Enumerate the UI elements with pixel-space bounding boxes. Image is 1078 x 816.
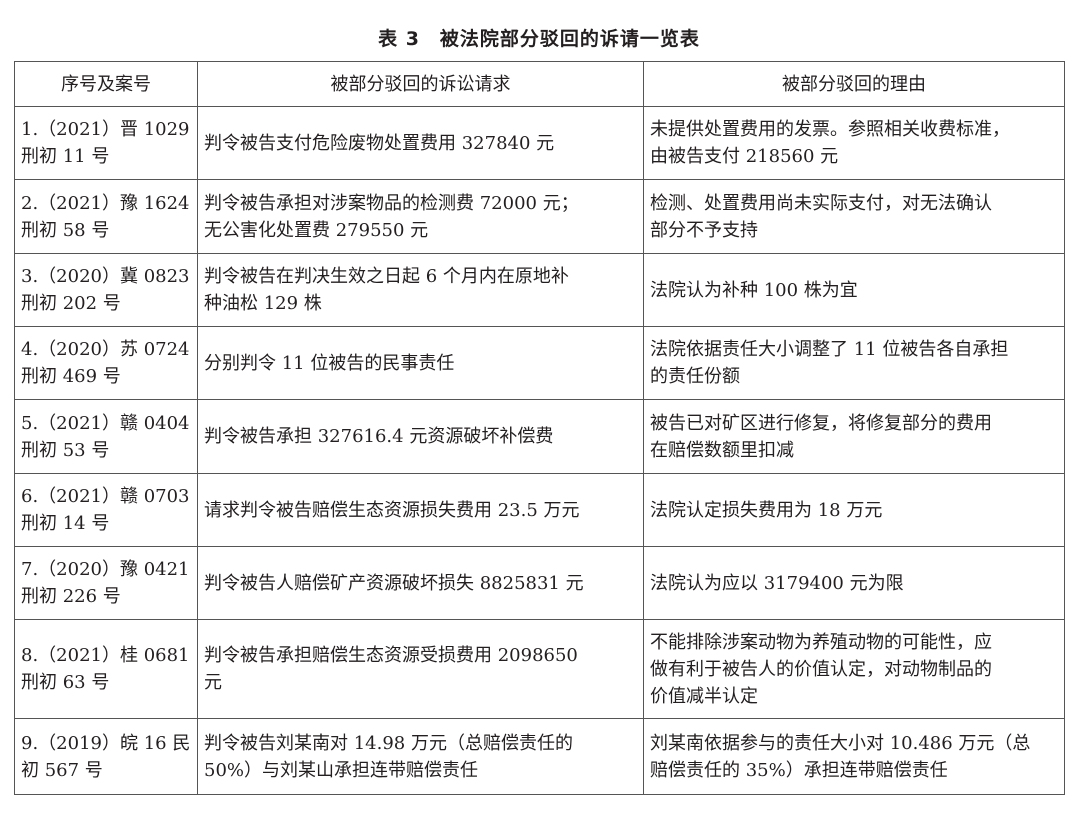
claim-line: 判令被告承担对涉案物品的检测费 72000 元； [204, 192, 579, 214]
reason-line: 部分不予支持 [650, 219, 758, 241]
cell-claim: 判令被告在判决生效之日起 6 个月内在原地补 种油松 129 株 [197, 253, 644, 327]
cell-reason: 刘某南依据参与的责任大小对 10.486 万元（总 赔偿责任的 35%）承担连带赔… [643, 718, 1065, 795]
cell-case: 8.（2021）桂 0681 刑初 63 号 [14, 619, 198, 719]
case-line: 2.（2021）豫 1624 [21, 192, 190, 214]
table-row: 1.（2021）晋 1029 刑初 11 号 判令被告支付危险废物处置费用 3278… [14, 106, 1065, 180]
cell-reason: 检测、处置费用尚未实际支付，对无法确认 部分不予支持 [643, 179, 1065, 254]
cell-reason: 被告已对矿区进行修复，将修复部分的费用 在赔偿数额里扣减 [643, 399, 1065, 474]
table-row: 7.（2020）豫 0421 刑初 226 号 判令被告人赔偿矿产资源破坏损失 88… [14, 546, 1065, 620]
header-claim: 被部分驳回的诉讼请求 [197, 61, 644, 107]
reason-line: 法院认定损失费用为 18 万元 [650, 499, 883, 521]
claim-line: 元 [204, 672, 222, 693]
cell-claim: 请求判令被告赔偿生态资源损失费用 23.5 万元 [197, 473, 644, 547]
reason-line: 法院认为补种 100 株为宜 [650, 279, 858, 301]
cell-reason: 法院认为应以 3179400 元为限 [643, 546, 1065, 620]
cell-case: 6.（2021）赣 0703 刑初 14 号 [14, 473, 198, 547]
case-line: 刑初 202 号 [21, 293, 121, 314]
cell-case: 5.（2021）赣 0404 刑初 53 号 [14, 399, 198, 474]
claim-line: 判令被告刘某南对 14.98 万元（总赔偿责任的 [204, 732, 573, 754]
case-line: 刑初 469 号 [21, 366, 121, 387]
cell-claim: 判令被告刘某南对 14.98 万元（总赔偿责任的 50%）与刘某山承担连带赔偿责任 [197, 718, 644, 795]
reason-line: 刘某南依据参与的责任大小对 10.486 万元（总 [650, 732, 1031, 754]
header-row: 序号及案号 被部分驳回的诉讼请求 被部分驳回的理由 [14, 61, 1065, 107]
cell-claim: 判令被告人赔偿矿产资源破坏损失 8825831 元 [197, 546, 644, 620]
claim-line: 分别判令 11 位被告的民事责任 [204, 352, 455, 374]
cell-claim: 判令被告承担对涉案物品的检测费 72000 元； 无公害化处置费 279550 元 [197, 179, 644, 254]
cell-claim: 判令被告承担赔偿生态资源受损费用 2098650 元 [197, 619, 644, 719]
cell-case: 1.（2021）晋 1029 刑初 11 号 [14, 106, 198, 180]
claim-line: 请求判令被告赔偿生态资源损失费用 23.5 万元 [204, 499, 580, 521]
case-line: 刑初 14 号 [21, 513, 110, 534]
cell-claim: 判令被告承担 327616.4 元资源破坏补偿费 [197, 399, 644, 474]
reason-line: 由被告支付 218560 元 [650, 146, 839, 167]
case-line: 刑初 11 号 [21, 146, 110, 167]
case-line: 9.（2019）皖 16 民 [21, 732, 191, 754]
case-line: 6.（2021）赣 0703 [21, 486, 190, 507]
reason-line: 价值减半认定 [650, 685, 758, 707]
table-row: 4.（2020）苏 0724 刑初 469 号 分别判令 11 位被告的民事责任 法院… [14, 326, 1065, 400]
table-row: 9.（2019）皖 16 民初 567 号判令被告刘某南对 14.98 万元（总… [14, 718, 1065, 795]
case-line: 5.（2021）赣 0404 [21, 412, 190, 434]
header-case: 序号及案号 [14, 61, 198, 107]
case-line: 7.（2020）豫 0421 [21, 559, 190, 580]
table-title: 表 3 被法院部分驳回的诉请一览表 [378, 28, 700, 50]
cell-reason: 不能排除涉案动物为养殖动物的可能性，应 做有利于被告人的价值认定，对动物制品的 价值… [643, 619, 1065, 719]
case-line: 1.（2021）晋 1029 [21, 119, 190, 140]
claim-line: 判令被告人赔偿矿产资源破坏损失 8825831 元 [204, 572, 584, 594]
claim-line: 50%）与刘某山承担连带赔偿责任 [204, 759, 479, 781]
case-line: 刑初 63 号 [21, 672, 110, 693]
claim-line: 判令被告承担赔偿生态资源受损费用 2098650 [204, 645, 578, 666]
table-row: 6.（2021）赣 0703 刑初 14 号 请求判令被告赔偿生态资源损失费用 23… [14, 473, 1065, 547]
cell-case: 2.（2021）豫 1624 刑初 58 号 [14, 179, 198, 254]
reason-line: 做有利于被告人的价值认定，对动物制品的 [650, 658, 992, 680]
cell-case: 4.（2020）苏 0724 刑初 469 号 [14, 326, 198, 400]
cell-reason: 法院认为补种 100 株为宜 [643, 253, 1065, 327]
cell-reason: 法院依据责任大小调整了 11 位被告各自承担 的责任份额 [643, 326, 1065, 400]
case-line: 初 567 号 [21, 759, 103, 781]
reason-line: 未提供处置费用的发票。参照相关收费标准， [650, 119, 1010, 140]
rejected-claims-table: 序号及案号 被部分驳回的诉讼请求 被部分驳回的理由 1.（2021）晋 1029… [14, 61, 1065, 795]
claim-line: 判令被告承担 327616.4 元资源破坏补偿费 [204, 426, 554, 447]
table-row: 8.（2021）桂 0681 刑初 63 号 判令被告承担赔偿生态资源受损费用 20… [14, 619, 1065, 719]
table-row: 3.（2020）冀 0823 刑初 202 号 判令被告在判决生效之日起 6 个月内… [14, 253, 1065, 327]
reason-line: 赔偿责任的 35%）承担连带赔偿责任 [650, 759, 948, 781]
reason-line: 在赔偿数额里扣减 [650, 439, 794, 461]
reason-line: 的责任份额 [650, 366, 740, 387]
reason-line: 法院认为应以 3179400 元为限 [650, 572, 904, 594]
case-line: 8.（2021）桂 0681 [21, 645, 190, 666]
cell-reason: 未提供处置费用的发票。参照相关收费标准， 由被告支付 218560 元 [643, 106, 1065, 180]
table-row: 5.（2021）赣 0404 刑初 53 号 判令被告承担 327616.4 元资源… [14, 399, 1065, 474]
header-reason: 被部分驳回的理由 [643, 61, 1065, 107]
cell-claim: 分别判令 11 位被告的民事责任 [197, 326, 644, 400]
cell-reason: 法院认定损失费用为 18 万元 [643, 473, 1065, 547]
claim-line: 判令被告在判决生效之日起 6 个月内在原地补 [204, 266, 569, 287]
case-line: 刑初 226 号 [21, 586, 121, 607]
cell-claim: 判令被告支付危险废物处置费用 327840 元 [197, 106, 644, 180]
cell-case: 7.（2020）豫 0421 刑初 226 号 [14, 546, 198, 620]
reason-line: 被告已对矿区进行修复，将修复部分的费用 [650, 412, 992, 434]
case-line: 刑初 53 号 [21, 439, 110, 461]
claim-line: 种油松 129 株 [204, 293, 322, 314]
case-line: 4.（2020）苏 0724 [21, 339, 190, 360]
claim-line: 无公害化处置费 279550 元 [204, 219, 429, 241]
reason-line: 检测、处置费用尚未实际支付，对无法确认 [650, 192, 992, 214]
reason-line: 法院依据责任大小调整了 11 位被告各自承担 [650, 339, 1009, 360]
reason-line: 不能排除涉案动物为养殖动物的可能性，应 [650, 631, 992, 653]
cell-case: 3.（2020）冀 0823 刑初 202 号 [14, 253, 198, 327]
table-row: 2.（2021）豫 1624 刑初 58 号 判令被告承担对涉案物品的检测费 720… [14, 179, 1065, 254]
case-line: 3.（2020）冀 0823 [21, 266, 190, 287]
cell-case: 9.（2019）皖 16 民初 567 号 [14, 718, 198, 795]
case-line: 刑初 58 号 [21, 219, 110, 241]
claim-line: 判令被告支付危险废物处置费用 327840 元 [204, 132, 555, 154]
